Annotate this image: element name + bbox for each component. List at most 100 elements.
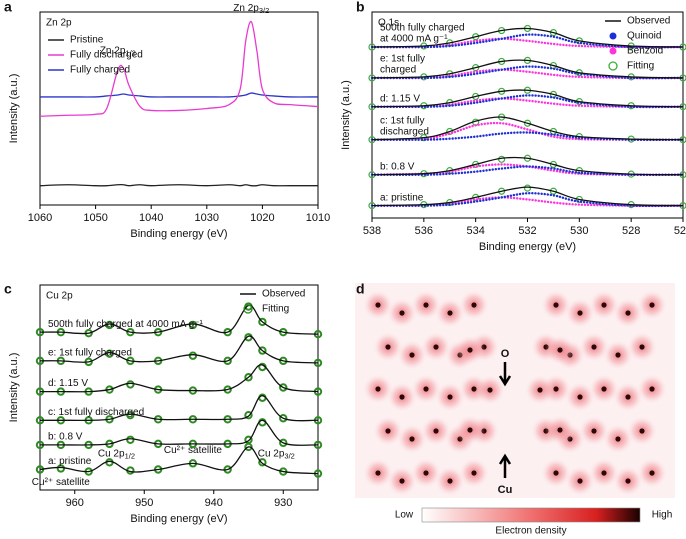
atom-core [375,386,381,392]
panel-letter: a [4,0,12,15]
spectrum-label: b: 0.8 V [48,432,83,443]
fit-marker [279,383,288,392]
legend-swatch [608,61,618,71]
peak-annotation: Cu²⁺ satellite [32,477,91,488]
chart-title: O 1s [378,18,399,29]
atom-core [467,347,473,353]
spectrum-line [40,364,319,393]
fit-marker [523,184,532,192]
x-axis-label: Binding energy (eV) [479,241,576,253]
spectrum-label: discharged [380,126,429,137]
atom-core [639,344,645,350]
atom-core [601,470,607,476]
panel-letter: c [4,281,12,297]
fit-marker [279,414,288,423]
atom-core [577,478,583,484]
atom-core [467,427,473,433]
atom-core [649,302,655,308]
colorbar-label: Electron density [495,526,566,537]
spectrum-line [371,156,684,176]
component-curve [370,65,685,80]
atom-core [487,387,493,393]
spectrum-line [40,92,319,98]
legend-label: Fully charged [70,65,130,76]
fit-marker [188,320,198,330]
fit-marker [472,92,480,101]
fit-marker [549,28,558,37]
component-curve [370,97,685,109]
fit-marker [126,410,135,420]
atom-core [557,347,563,353]
spectrum-line [371,186,684,207]
atom-core [639,428,645,434]
peak-annotation: Zn 2p3/2 [233,3,269,15]
x-tick-label: 960 [66,497,84,509]
annotation-text: Cu 2p [98,448,125,459]
component-curve [370,131,685,142]
spectrum-line [39,335,319,364]
spectrum-line [39,419,319,446]
atom-core [447,310,453,316]
spectrum-line [40,395,319,422]
fit-marker [472,64,480,72]
x-tick-label: 532 [518,225,536,237]
atom-core [423,470,429,476]
peak-annotation: Zn 2p1/2 [100,45,136,57]
annotation-text: Zn 2p [100,45,126,56]
spectrum-label: a: pristine [380,192,424,203]
spectrum-line [39,304,319,335]
x-tick-label: 534 [466,225,484,237]
legend-label: Fitting [627,61,654,72]
component-curve [370,192,685,208]
component-curve [370,37,685,49]
atom-core [601,302,607,308]
component-curve [370,33,685,49]
atom-core [433,344,439,350]
atom-core [537,387,543,393]
spectrum-label: a: pristine [48,456,92,467]
legend-swatch [609,32,617,40]
annotation-subscript: 3/2 [259,6,269,15]
legend-label: Quinoid [627,31,661,42]
atom-core [577,394,583,400]
fit-marker [258,346,267,355]
spectrum-line [371,89,684,108]
x-tick-label: 1050 [83,212,107,224]
atom-core [399,310,405,316]
atom-core [409,352,415,358]
atom-core [591,344,597,350]
atom-core [423,386,429,392]
spectrum-label: d: 1.15 V [48,378,88,389]
atom-core [471,470,477,476]
atom-core [433,428,439,434]
atom-core [375,470,381,476]
x-axis-label: Binding energy (eV) [130,513,227,525]
atom-core [649,470,655,476]
legend-label: Fitting [262,304,289,315]
spectrum-label: e: 1st fully charged [48,347,132,358]
atom-core [423,302,429,308]
fit-marker [258,317,267,327]
atom-core [591,428,597,434]
atom-core [447,394,453,400]
x-tick-label: 528 [622,225,640,237]
legend-label: Observed [627,16,670,27]
fit-marker [497,155,506,163]
atom-core [615,352,621,358]
spectrum-line [39,20,319,117]
atom-label: O [501,348,510,360]
atom-core [399,394,405,400]
spectrum-label: 500th fully charged [380,23,465,34]
component-curve [370,165,685,177]
spectrum-line [371,59,684,79]
x-tick-label: 1030 [195,212,219,224]
legend-label: Fully discharged [70,50,143,61]
fit-marker [523,119,532,127]
component-curve [370,196,685,207]
atom-core [409,436,415,442]
peak-annotation: Cu 2p3/2 [258,448,295,460]
atom-core [649,386,655,392]
spectrum-line [39,446,319,475]
legend-swatch [243,304,253,314]
fit-marker [188,351,198,360]
